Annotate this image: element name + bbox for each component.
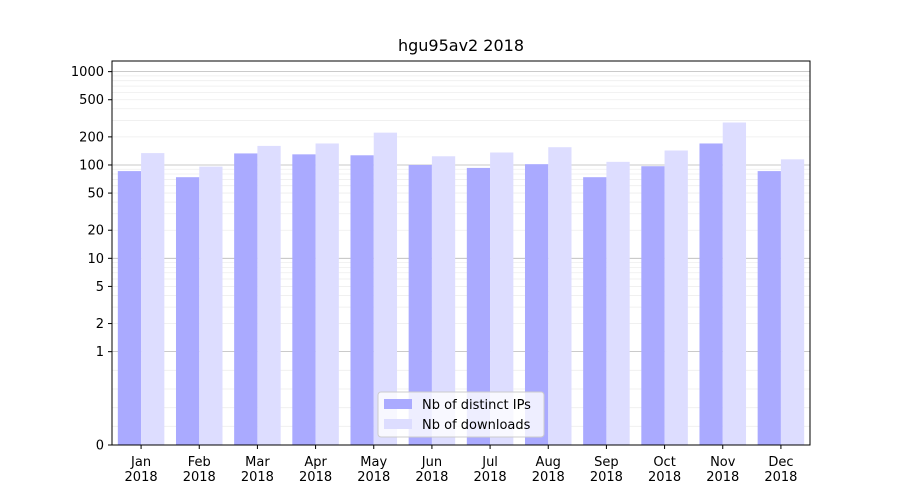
bar-distinct-ips bbox=[466, 167, 491, 446]
bar-downloads bbox=[780, 159, 805, 445]
bar-downloads bbox=[490, 152, 514, 445]
x-tick-label: Feb bbox=[188, 455, 211, 470]
x-tick-label: Nov bbox=[710, 455, 736, 470]
x-tick-label: Apr bbox=[304, 455, 327, 470]
bar-distinct-ips bbox=[524, 164, 549, 445]
chart-title: hgu95av2 2018 bbox=[398, 36, 524, 55]
bar-distinct-ips bbox=[583, 177, 607, 446]
bar-distinct-ips bbox=[292, 154, 316, 445]
bar-downloads bbox=[199, 166, 223, 445]
x-tick-label: 2018 bbox=[706, 470, 739, 485]
bar-distinct-ips bbox=[234, 153, 258, 445]
x-tick-label: 2018 bbox=[415, 470, 448, 485]
bar-distinct-ips bbox=[175, 177, 200, 446]
x-tick-label: 2018 bbox=[532, 470, 565, 485]
x-tick-label: 2018 bbox=[648, 470, 681, 485]
bar-downloads bbox=[141, 153, 165, 445]
x-tick-label: Jun bbox=[421, 455, 442, 470]
x-tick-label: 2018 bbox=[474, 470, 507, 485]
legend-box bbox=[377, 391, 545, 438]
x-tick-label: 2018 bbox=[299, 470, 332, 485]
bar-downloads bbox=[257, 145, 281, 445]
x-tick-label: 2018 bbox=[183, 470, 216, 485]
x-tick-label: Sep bbox=[594, 455, 619, 470]
y-tick-label: 200 bbox=[79, 130, 104, 145]
y-tick-label: 0 bbox=[96, 439, 104, 454]
plot-frame bbox=[111, 60, 811, 446]
x-tick-label: 2018 bbox=[590, 470, 623, 485]
bar-distinct-ips bbox=[641, 166, 665, 446]
grid-lines bbox=[112, 71, 810, 427]
legend-swatch bbox=[384, 399, 412, 409]
bar-distinct-ips bbox=[757, 171, 781, 445]
bar-downloads bbox=[664, 150, 688, 445]
x-tick-label: Jan bbox=[130, 455, 151, 470]
y-tick-label: 100 bbox=[79, 158, 104, 173]
legend-label: Nb of downloads bbox=[422, 418, 531, 433]
legend: Nb of distinct IPs Nb of downloads bbox=[377, 391, 545, 438]
y-tick-label: 5 bbox=[96, 280, 104, 295]
bar-distinct-ips bbox=[350, 155, 374, 446]
y-tick-label: 10 bbox=[87, 252, 104, 267]
axes: 01251020501002005001000Jan2018Feb2018Mar… bbox=[71, 60, 811, 485]
bar-downloads bbox=[315, 143, 339, 445]
x-tick-label: Jul bbox=[481, 455, 498, 470]
y-tick-label: 50 bbox=[87, 187, 104, 202]
bar-downloads bbox=[606, 161, 630, 446]
bar-distinct-ips bbox=[699, 143, 723, 445]
y-tick-label: 500 bbox=[79, 93, 104, 108]
x-tick-label: 2018 bbox=[764, 470, 797, 485]
y-tick-label: 20 bbox=[87, 224, 104, 239]
x-tick-label: Aug bbox=[536, 455, 561, 470]
y-tick-label: 2 bbox=[96, 317, 104, 332]
x-tick-label: Oct bbox=[653, 455, 675, 470]
x-tick-label: 2018 bbox=[125, 470, 158, 485]
x-tick-label: 2018 bbox=[357, 470, 390, 485]
bar-distinct-ips bbox=[408, 164, 432, 446]
y-tick-label: 1 bbox=[96, 345, 104, 360]
x-tick-label: Dec bbox=[768, 455, 793, 470]
x-tick-label: May bbox=[360, 455, 387, 470]
bar-downloads bbox=[373, 132, 398, 445]
bar-downloads bbox=[722, 122, 747, 445]
y-tick-label: 1000 bbox=[71, 65, 104, 80]
legend-swatch bbox=[384, 419, 412, 429]
x-tick-label: 2018 bbox=[241, 470, 274, 485]
bar-distinct-ips bbox=[117, 171, 142, 445]
bar-downloads bbox=[548, 147, 572, 445]
legend-label: Nb of distinct IPs bbox=[422, 398, 531, 413]
x-tick-label: Mar bbox=[245, 455, 270, 470]
bar-downloads bbox=[431, 156, 456, 445]
bars bbox=[117, 122, 805, 446]
